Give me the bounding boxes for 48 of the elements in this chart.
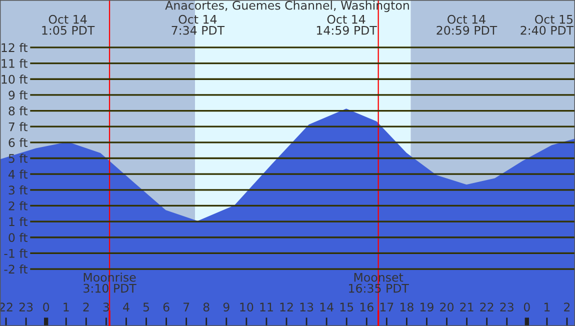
x-tick-label: 14 (320, 302, 334, 312)
x-tick-label: 13 (300, 302, 314, 312)
y-tick-label: 4 ft (8, 170, 28, 179)
y-tick-label: 2 ft (8, 201, 28, 210)
annotation: Oct 14 7:34 PDT (172, 14, 225, 35)
x-tick-label: 8 (203, 302, 210, 312)
y-tick-label: 9 ft (8, 90, 28, 100)
annotation: Oct 15 2:40 PDT (520, 14, 574, 35)
x-tick-label: 17 (380, 302, 394, 312)
x-tick-label: 12 (280, 302, 293, 312)
x-tick-label: 6 (163, 302, 170, 312)
y-tick-label: 7 ft (8, 122, 28, 132)
x-tick-label: 2 (564, 302, 570, 312)
y-tick-label: 8 ft (8, 106, 28, 116)
annotation: Oct 14 20:59 PDT (436, 14, 498, 35)
x-tick-label: 4 (123, 302, 130, 312)
x-tick-label: 10 (240, 302, 254, 312)
x-tick-label: 5 (143, 302, 149, 312)
y-tick-label: 1 ft (9, 217, 28, 226)
y-tick-label: 11 ft (2, 58, 28, 68)
y-tick-label: 10 ft (2, 74, 28, 84)
annotation: Oct 14 1:05 PDT (42, 14, 95, 35)
x-tick-label: 19 (420, 302, 434, 312)
x-tick-label: 1 (544, 302, 550, 312)
x-tick-label: 23 (19, 302, 33, 312)
y-tick-label: 5 ft (8, 154, 28, 163)
x-tick-label: 3 (103, 302, 109, 312)
y-tick-label: 0 ft (8, 232, 28, 242)
y-tick-label: 6 ft (8, 138, 28, 148)
x-tick-label: 16 (360, 302, 374, 312)
x-tick-label: 0 (524, 302, 530, 312)
x-tick-label: 21 (460, 302, 474, 312)
x-tick-label: 2 (83, 302, 89, 312)
x-tick-label: 1 (64, 302, 69, 312)
y-tick-label: 12 ft (2, 42, 28, 52)
x-tick-label: 7 (184, 302, 190, 312)
y-tick-label: 3 ft (8, 185, 28, 195)
annotation: Oct 14 14:59 PDT (316, 14, 377, 35)
y-tick-label: -2 ft (4, 264, 28, 274)
x-tick-label: 11 (260, 302, 273, 312)
x-tick-label: 9 (223, 302, 230, 312)
x-tick-label: 23 (500, 302, 514, 312)
y-tick-label: -1 ft (4, 248, 28, 258)
x-tick-label: 15 (340, 302, 354, 312)
x-tick-label: 22 (480, 302, 494, 312)
x-tick-label: 18 (400, 302, 414, 312)
x-tick-label: 0 (43, 302, 50, 312)
x-tick-label: 20 (440, 302, 454, 312)
